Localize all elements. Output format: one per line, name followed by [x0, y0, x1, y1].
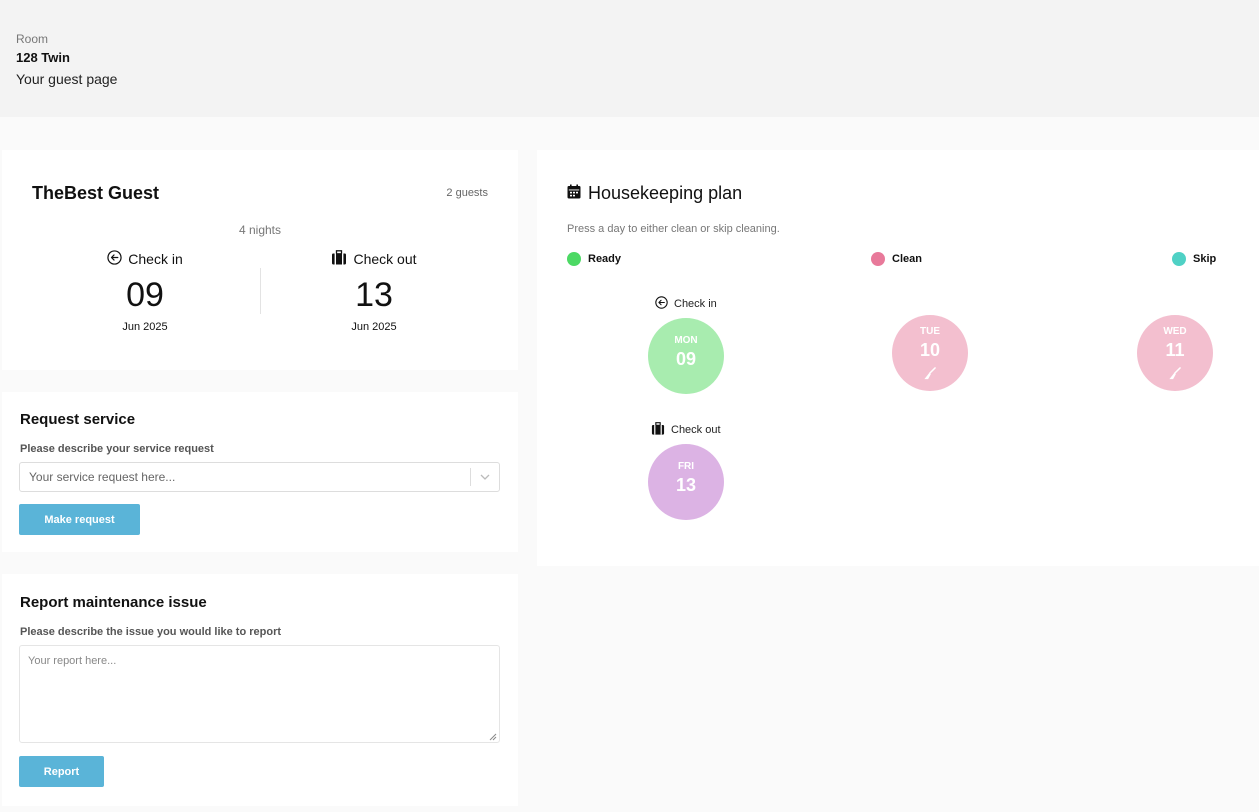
day-button-wed[interactable]: WED 11 — [1137, 315, 1213, 391]
day-number: 10 — [919, 340, 941, 360]
check-out-label: Check out — [353, 251, 417, 267]
day-button-mon[interactable]: MON 09 — [648, 318, 724, 394]
legend-skip: Skip — [1172, 252, 1216, 266]
guest-name: TheBest Guest — [32, 183, 160, 203]
service-request-select[interactable]: Your service request here... — [19, 462, 500, 492]
check-in-day: 09 — [126, 276, 164, 314]
calendar-icon — [567, 183, 581, 204]
day-name: MON — [674, 335, 698, 346]
day-number: 09 — [675, 349, 697, 369]
room-name: 128 Twin — [16, 50, 70, 65]
day-button-fri[interactable]: FRI 13 — [648, 444, 724, 520]
page-header: Room 128 Twin Your guest page — [0, 0, 1259, 117]
day-number: 11 — [1165, 340, 1185, 360]
legend-ready-dot — [567, 252, 581, 266]
check-out-block: Check out 13 Jun 2025 — [274, 250, 474, 333]
broom-icon — [1168, 367, 1181, 385]
day-name: FRI — [677, 461, 695, 472]
service-request-placeholder: Your service request here... — [29, 470, 176, 484]
report-maintenance-title: Report maintenance issue — [20, 594, 207, 611]
guest-stay-card: TheBest Guest 2 guests 4 nights Check in… — [2, 150, 518, 370]
arrow-left-circle-icon — [655, 296, 668, 312]
broom-icon — [923, 367, 936, 385]
check-out-month: Jun 2025 — [351, 321, 397, 333]
check-in-block: Check in 09 Jun 2025 — [45, 250, 245, 333]
page-title: Your guest page — [16, 71, 118, 87]
check-in-label: Check in — [128, 251, 183, 267]
legend-ready: Ready — [567, 252, 621, 266]
report-textarea[interactable]: Your report here... — [19, 645, 500, 743]
report-button[interactable]: Report — [19, 756, 104, 787]
day-tag-check-out: Check out — [651, 422, 721, 438]
arrow-left-circle-icon — [107, 250, 122, 268]
housekeeping-title: Housekeeping plan — [567, 183, 742, 204]
legend-clean: Clean — [871, 252, 922, 266]
legend-ready-label: Ready — [588, 253, 622, 265]
check-out-day: 13 — [355, 276, 393, 314]
check-in-month: Jun 2025 — [122, 321, 168, 333]
housekeeping-card: Housekeeping plan Press a day to either … — [537, 150, 1259, 566]
request-service-title: Request service — [20, 411, 136, 428]
nights-count: 4 nights — [238, 223, 282, 237]
day-name: WED — [1163, 326, 1187, 337]
day-button-tue[interactable]: TUE 10 — [892, 315, 968, 391]
housekeeping-title-text: Housekeeping plan — [588, 183, 743, 203]
stay-divider — [260, 268, 261, 314]
day-number: 13 — [675, 475, 697, 495]
luggage-icon — [651, 422, 665, 438]
day-tag-check-in: Check in — [655, 296, 717, 312]
guest-count: 2 guests — [446, 187, 488, 199]
day-tag-check-in-label: Check in — [674, 298, 717, 310]
day-tag-check-out-label: Check out — [671, 424, 721, 436]
legend-skip-label: Skip — [1193, 253, 1217, 265]
housekeeping-hint: Press a day to either clean or skip clea… — [567, 223, 780, 235]
report-field-label: Please describe the issue you would like… — [20, 626, 282, 638]
request-field-label: Please describe your service request — [20, 443, 214, 455]
request-service-card: Request service Please describe your ser… — [2, 392, 518, 552]
chevron-down-icon[interactable] — [471, 474, 499, 480]
legend-clean-dot — [871, 252, 885, 266]
report-maintenance-card: Report maintenance issue Please describe… — [2, 574, 518, 806]
room-label: Room — [16, 32, 49, 46]
report-placeholder: Your report here... — [28, 655, 117, 667]
select-separator — [470, 468, 471, 486]
resize-grip-icon[interactable] — [489, 732, 497, 741]
day-name: TUE — [920, 326, 940, 337]
make-request-button[interactable]: Make request — [19, 504, 140, 535]
luggage-icon — [331, 250, 347, 268]
legend-skip-dot — [1172, 252, 1186, 266]
legend-clean-label: Clean — [892, 253, 922, 265]
